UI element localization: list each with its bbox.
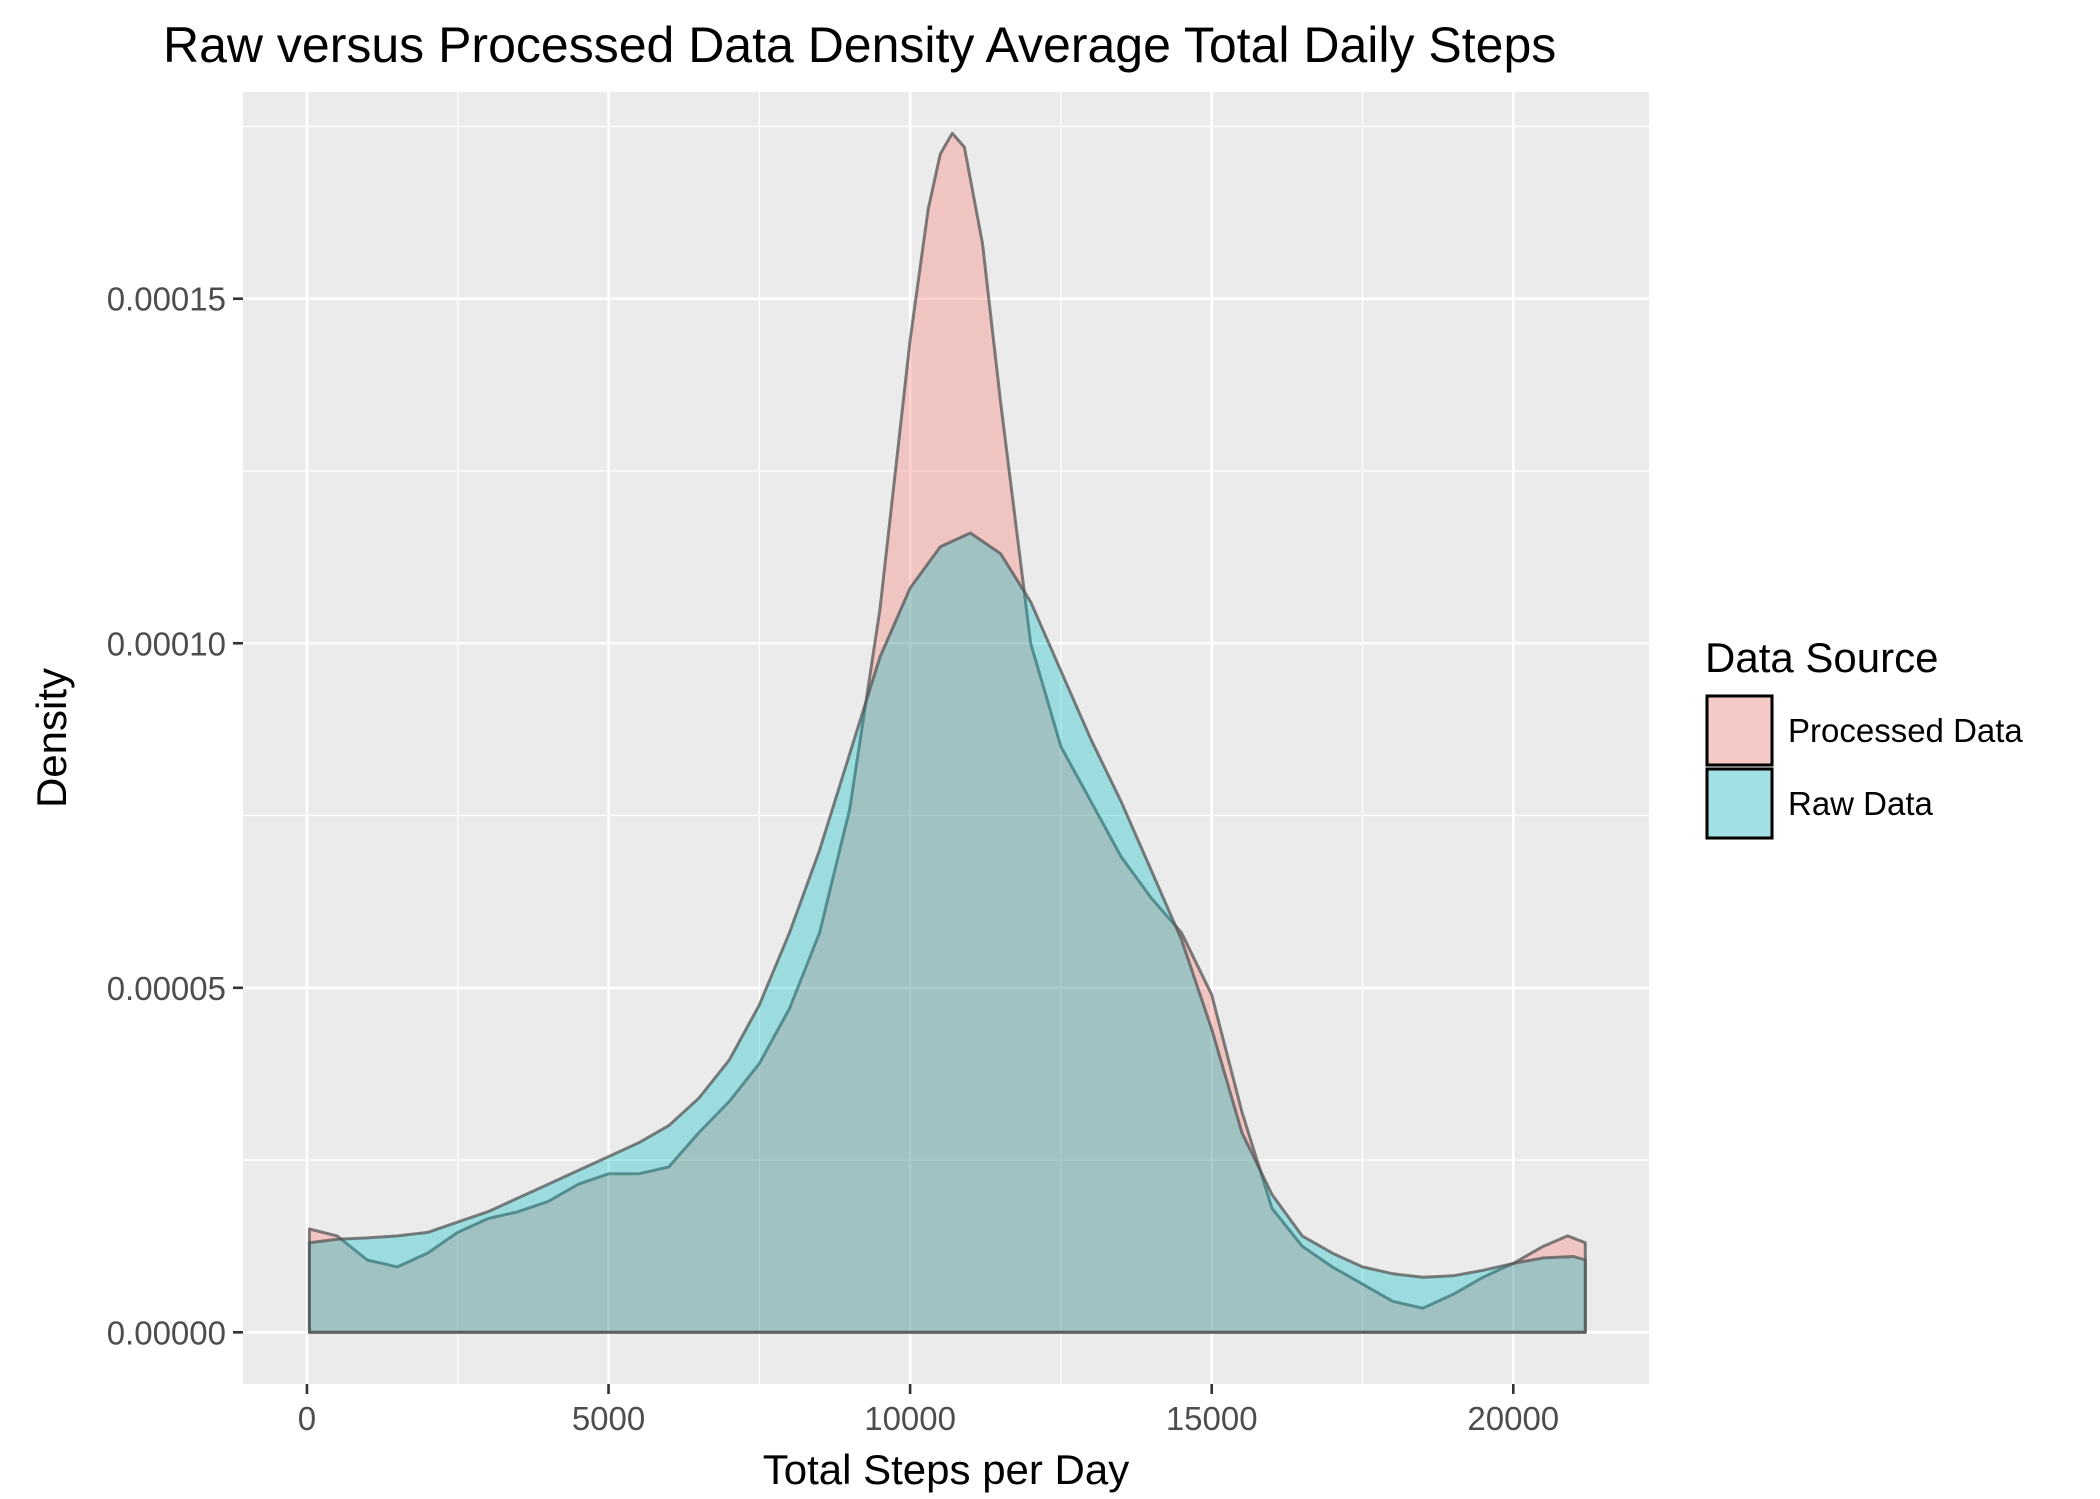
legend-key-background xyxy=(1705,767,1774,840)
x-tick-label: 20000 xyxy=(1467,1400,1559,1437)
y-tick-label: 0.00005 xyxy=(107,970,226,1007)
legend-swatch-raw-data xyxy=(1705,767,1774,840)
legend-label-raw-data: Raw Data xyxy=(1788,785,1934,822)
legend-swatch-processed-data xyxy=(1705,694,1774,767)
y-tick-label: 0.00010 xyxy=(107,625,226,662)
x-axis-title: Total Steps per Day xyxy=(763,1446,1130,1493)
legend-label-processed-data: Processed Data xyxy=(1788,712,2023,749)
legend-entries: Processed Data Raw Data xyxy=(1705,694,2023,840)
plot-panel xyxy=(243,92,1649,1384)
x-tick-label: 0 xyxy=(298,1400,316,1437)
y-tick-label: 0.00000 xyxy=(107,1314,226,1351)
legend: Data Source Processed Data Raw Data xyxy=(1705,634,2023,840)
y-axis: 0.00000 0.00005 0.00010 0.00015 xyxy=(107,281,243,1351)
legend-key-background xyxy=(1705,694,1774,767)
processed-data-density-area xyxy=(307,131,1587,1334)
x-axis: 0 5000 10000 15000 20000 xyxy=(298,1384,1559,1437)
y-axis-title: Density xyxy=(28,668,75,808)
legend-title: Data Source xyxy=(1705,634,1938,681)
x-tick-label: 5000 xyxy=(572,1400,645,1437)
x-tick-label: 10000 xyxy=(864,1400,956,1437)
y-tick-label: 0.00015 xyxy=(107,281,226,318)
raw-data-density-area xyxy=(307,531,1587,1334)
chart-title: Raw versus Processed Data Density Averag… xyxy=(163,17,1556,73)
minor-gridlines xyxy=(243,92,1649,1384)
density-series xyxy=(307,131,1587,1334)
x-tick-label: 15000 xyxy=(1166,1400,1258,1437)
